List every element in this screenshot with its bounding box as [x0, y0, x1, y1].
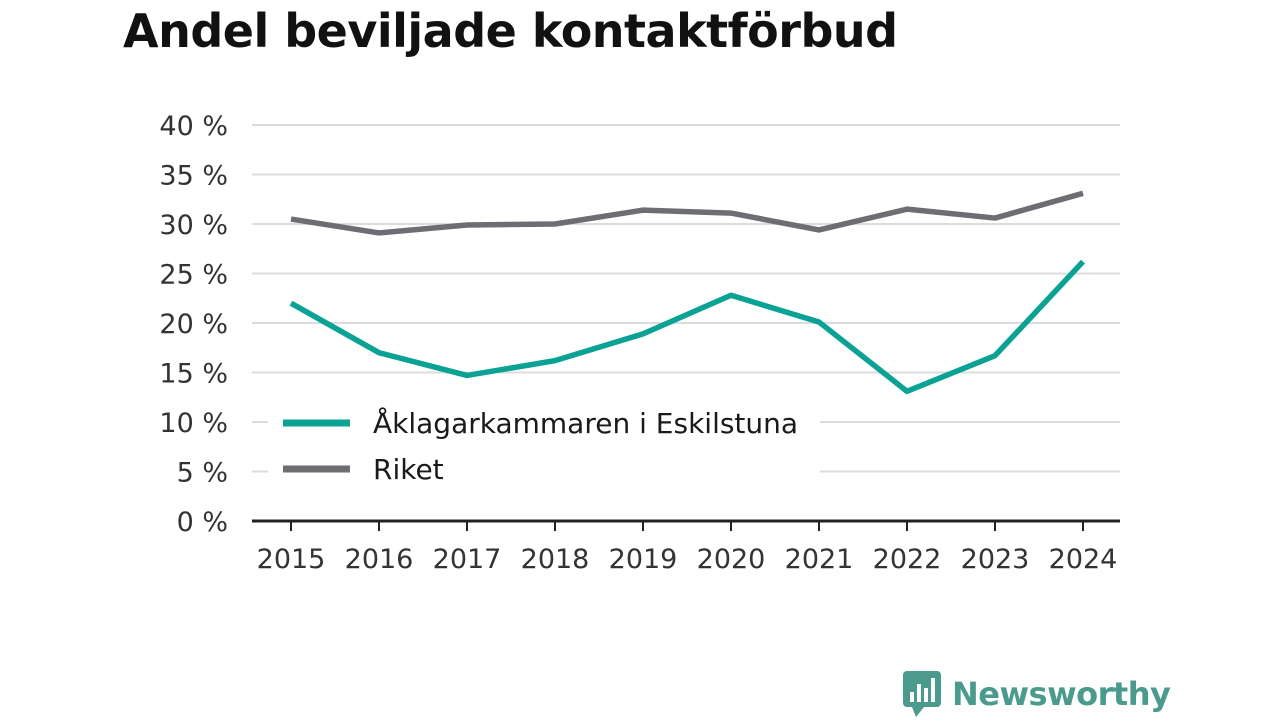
- series-lines: [289, 190, 1086, 395]
- y-tick-label: 15 %: [159, 359, 228, 390]
- y-tick-label: 40 %: [159, 111, 228, 142]
- x-tick-label: 2022: [873, 544, 942, 575]
- y-tick-label: 35 %: [159, 161, 228, 192]
- x-axis: 2015 2016 2017 2018 2019 2020 2021 2022 2023 2024: [252, 519, 1120, 575]
- y-tick-label: 25 %: [159, 260, 228, 291]
- brand-logo: Newsworthy: [902, 670, 1171, 718]
- y-tick-label: 30 %: [159, 210, 228, 241]
- legend: Åklagarkammaren i Eskilstuna Riket: [268, 398, 820, 500]
- x-tick-label: 2021: [785, 544, 854, 575]
- x-tick-label: 2017: [433, 544, 502, 575]
- chart-title: Andel beviljade kontaktförbud: [123, 4, 898, 58]
- series-line: [289, 259, 1086, 395]
- x-tick-label: 2018: [521, 544, 590, 575]
- x-tick-label: 2020: [697, 544, 766, 575]
- y-tick-label: 0 %: [177, 507, 228, 538]
- x-tick-label: 2015: [257, 544, 326, 575]
- x-tick-label: 2024: [1049, 544, 1118, 575]
- x-tick-label: 2019: [609, 544, 678, 575]
- x-tick-label: 2016: [345, 544, 414, 575]
- y-tick-label: 10 %: [159, 408, 228, 439]
- x-tick-label: 2023: [961, 544, 1030, 575]
- legend-background: [268, 398, 820, 500]
- y-axis-tick-labels: 0 % 5 % 10 % 15 % 20 % 25 % 30 % 35 % 40 %: [159, 111, 228, 538]
- legend-label: Riket: [373, 453, 444, 486]
- newsworthy-logo-icon: [903, 671, 941, 717]
- brand-name: Newsworthy: [952, 675, 1171, 713]
- y-tick-label: 20 %: [159, 309, 228, 340]
- series-line: [290, 190, 1084, 236]
- legend-label: Åklagarkammaren i Eskilstuna: [373, 406, 798, 440]
- y-tick-label: 5 %: [177, 458, 228, 489]
